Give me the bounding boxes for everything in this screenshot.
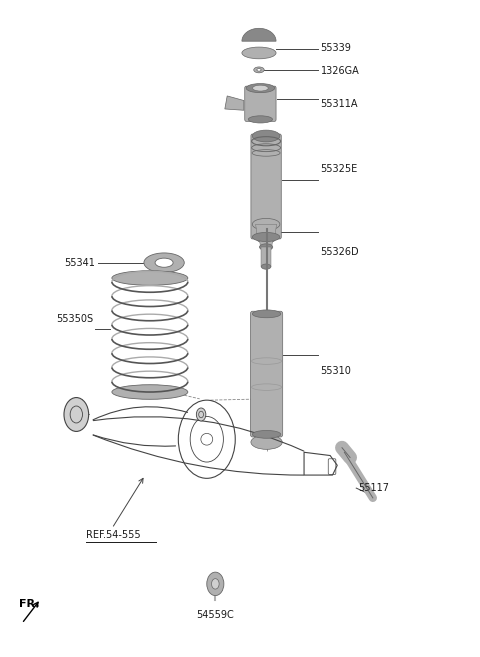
Ellipse shape [155,258,173,267]
Polygon shape [242,28,276,41]
Ellipse shape [248,116,273,123]
Ellipse shape [251,435,282,449]
Ellipse shape [242,47,276,59]
Text: REF.54-555: REF.54-555 [86,530,141,540]
Polygon shape [256,224,276,238]
FancyBboxPatch shape [245,86,276,122]
Ellipse shape [257,234,276,243]
Text: 55117: 55117 [359,483,390,493]
Polygon shape [261,247,271,267]
Text: 54559C: 54559C [196,610,234,620]
Ellipse shape [112,271,188,285]
Ellipse shape [246,83,275,93]
Circle shape [212,579,219,589]
Ellipse shape [252,310,281,318]
Ellipse shape [260,244,273,250]
Ellipse shape [252,85,268,91]
Text: 55310: 55310 [321,366,351,376]
Circle shape [196,408,206,421]
Text: 55350S: 55350S [56,314,93,324]
FancyBboxPatch shape [251,311,283,437]
Ellipse shape [252,218,280,230]
Ellipse shape [252,430,281,438]
Ellipse shape [144,253,184,273]
Circle shape [64,397,89,432]
Text: 55311A: 55311A [321,99,358,109]
Ellipse shape [112,385,188,399]
Text: 55341: 55341 [64,258,96,268]
Ellipse shape [257,68,261,71]
Text: 55325E: 55325E [321,164,358,174]
Ellipse shape [252,233,280,242]
Ellipse shape [261,264,271,269]
FancyBboxPatch shape [251,134,281,239]
Text: FR.: FR. [19,599,40,608]
Circle shape [207,572,224,596]
Ellipse shape [252,130,280,142]
Polygon shape [225,96,244,110]
Polygon shape [260,238,273,247]
Text: 55339: 55339 [321,43,351,53]
Text: 1326GA: 1326GA [321,66,360,76]
Text: 55326D: 55326D [321,246,360,257]
Ellipse shape [254,67,264,73]
